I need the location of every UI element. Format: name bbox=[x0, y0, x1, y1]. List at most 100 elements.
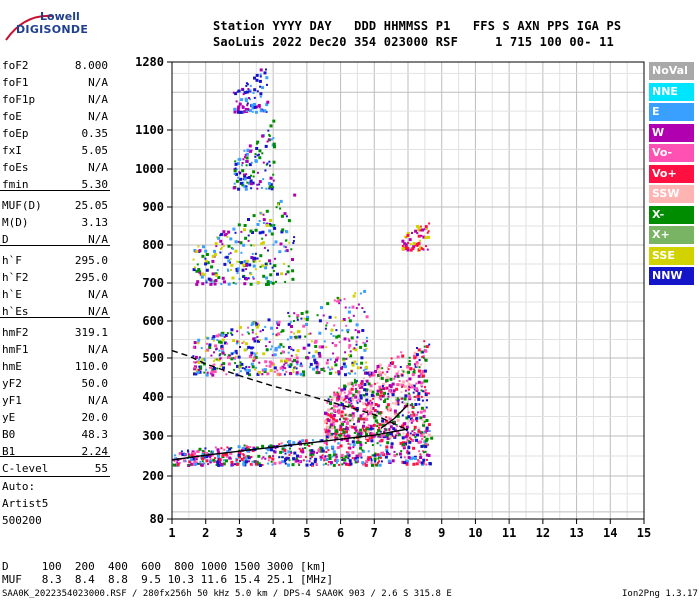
echo-point bbox=[416, 413, 419, 416]
echo-point bbox=[313, 358, 317, 362]
echo-point bbox=[385, 435, 388, 438]
echo-point bbox=[259, 68, 263, 72]
echo-point bbox=[259, 265, 262, 268]
param-row-fof2: foF2 8.000 bbox=[2, 59, 108, 73]
echo-point bbox=[280, 352, 283, 355]
echo-point bbox=[389, 432, 393, 436]
echo-point bbox=[252, 337, 256, 341]
echo-point bbox=[302, 346, 306, 350]
echo-point bbox=[248, 263, 252, 267]
echo-point bbox=[262, 329, 264, 332]
echo-point bbox=[360, 356, 364, 360]
echo-point bbox=[382, 421, 386, 425]
echo-point bbox=[300, 372, 303, 376]
echo-point bbox=[288, 241, 291, 244]
echo-point bbox=[257, 153, 260, 156]
echo-point bbox=[253, 88, 257, 92]
echo-point bbox=[198, 370, 202, 374]
echo-point bbox=[331, 445, 334, 449]
echo-point bbox=[266, 280, 270, 284]
echo-point bbox=[244, 368, 248, 372]
echo-point bbox=[217, 236, 221, 240]
echo-point bbox=[267, 129, 270, 132]
echo-point bbox=[404, 435, 408, 439]
echo-point bbox=[295, 367, 298, 370]
echo-point bbox=[398, 433, 401, 436]
echo-point bbox=[198, 249, 202, 253]
echo-point bbox=[205, 459, 209, 463]
echo-point bbox=[208, 454, 212, 457]
logo-swoosh-icon bbox=[5, 14, 53, 41]
echo-point bbox=[360, 385, 364, 389]
echo-point bbox=[419, 228, 423, 232]
echo-point bbox=[356, 401, 359, 404]
footer-muf-row: MUF 8.3 8.4 8.8 9.5 10.3 11.6 15.4 25.1 … bbox=[2, 573, 334, 586]
echo-point bbox=[199, 270, 201, 273]
echo-point bbox=[412, 391, 415, 394]
echo-point bbox=[243, 282, 247, 286]
echo-point bbox=[408, 420, 411, 423]
echo-point bbox=[352, 314, 355, 317]
echo-point bbox=[253, 256, 257, 260]
echo-point bbox=[367, 371, 371, 375]
echo-point bbox=[255, 147, 259, 150]
echo-point bbox=[337, 398, 340, 401]
echo-point bbox=[243, 228, 246, 232]
echo-point bbox=[218, 460, 222, 464]
echo-point bbox=[299, 455, 302, 459]
echo-point bbox=[278, 456, 281, 459]
echo-point bbox=[267, 462, 270, 465]
echo-point bbox=[244, 108, 247, 110]
echo-point bbox=[242, 462, 246, 466]
echo-point bbox=[265, 283, 268, 286]
echo-point bbox=[356, 432, 359, 435]
echo-point bbox=[372, 427, 375, 430]
echo-point bbox=[247, 239, 250, 242]
echo-point bbox=[268, 341, 271, 343]
echo-point bbox=[245, 277, 248, 281]
param-name: h`F bbox=[2, 254, 22, 267]
echo-point bbox=[285, 357, 289, 361]
echo-point bbox=[221, 332, 225, 335]
echo-point bbox=[193, 372, 196, 376]
echo-point bbox=[205, 373, 209, 377]
param-name: yE bbox=[2, 411, 16, 424]
echo-point bbox=[415, 396, 418, 399]
echo-point bbox=[218, 349, 221, 352]
echo-point bbox=[386, 453, 389, 456]
echo-point bbox=[239, 177, 243, 181]
echo-point bbox=[423, 435, 426, 438]
echo-point bbox=[211, 272, 215, 276]
echo-point bbox=[418, 450, 421, 453]
echo-point bbox=[391, 382, 395, 386]
echo-point bbox=[340, 401, 343, 404]
echo-point bbox=[405, 371, 408, 374]
echo-point bbox=[338, 463, 341, 466]
echo-point bbox=[298, 464, 301, 466]
echo-point bbox=[254, 368, 256, 371]
echo-point bbox=[336, 391, 339, 394]
param-name: fxI bbox=[2, 144, 22, 157]
echo-point bbox=[412, 411, 415, 414]
echo-point bbox=[272, 137, 275, 139]
echo-point bbox=[259, 75, 262, 78]
trace-line-2 bbox=[171, 349, 409, 431]
echo-point bbox=[214, 242, 218, 246]
echo-point bbox=[292, 242, 295, 244]
echo-point bbox=[250, 256, 253, 259]
echo-point bbox=[403, 385, 407, 389]
echo-point bbox=[265, 276, 269, 280]
echo-point bbox=[334, 436, 337, 438]
echo-point bbox=[204, 249, 208, 253]
echo-point bbox=[268, 187, 271, 190]
echo-point bbox=[256, 352, 258, 355]
echo-point bbox=[265, 265, 268, 267]
echo-point bbox=[372, 432, 376, 436]
echo-point bbox=[243, 110, 247, 114]
echo-point bbox=[358, 455, 361, 458]
echo-point bbox=[321, 454, 324, 457]
echo-point bbox=[404, 235, 407, 238]
echo-point bbox=[221, 276, 225, 280]
echo-point bbox=[408, 395, 411, 399]
echo-point bbox=[257, 462, 261, 466]
